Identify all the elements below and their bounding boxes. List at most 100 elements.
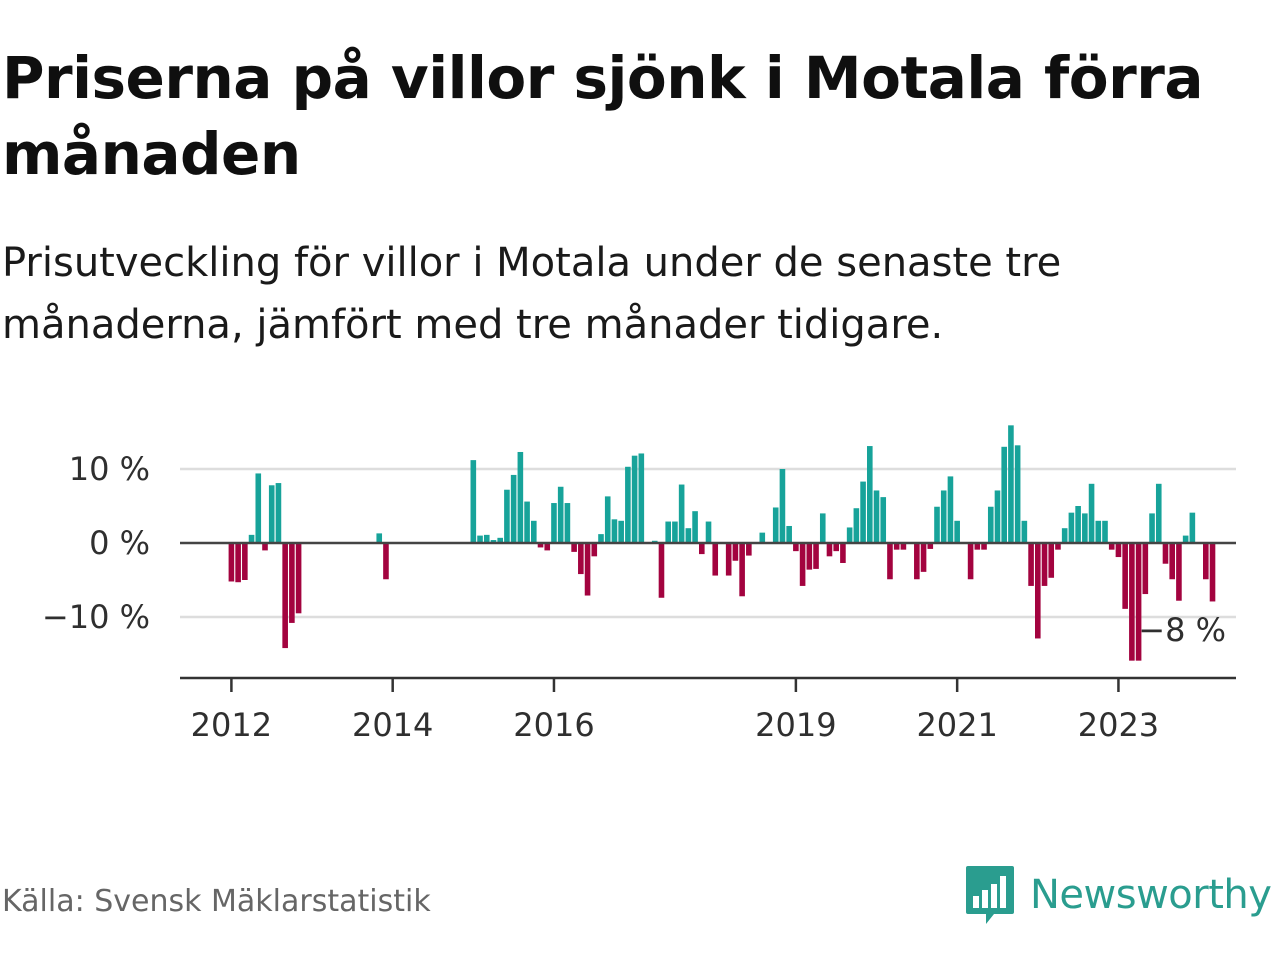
bar [833,543,839,552]
bar [551,503,557,543]
bar [786,525,792,543]
bar [947,476,954,543]
bar [1162,543,1169,564]
bar [591,543,598,557]
bar [604,496,611,543]
bar [1176,543,1182,601]
bar [631,455,638,543]
bar [692,511,698,543]
bar [1061,528,1068,543]
bar [1095,520,1102,543]
bar [1182,535,1189,543]
bar [1068,512,1075,543]
bar [477,535,483,543]
bar [510,474,517,543]
bar [524,501,530,543]
bar [1129,543,1135,661]
bar [1155,483,1162,543]
bar [1055,543,1061,550]
last-value-label: −8 % [1138,611,1226,649]
bar [564,503,571,543]
bar [793,543,799,552]
bar [920,543,927,572]
bar [571,543,577,552]
bar [578,543,584,575]
bar [242,543,248,580]
bar [746,543,752,556]
bar [483,534,490,543]
bar [974,543,981,550]
bar [940,490,947,543]
bar [819,513,826,543]
bar [873,490,880,543]
x-tick-label: 2012 [191,706,272,744]
bar [1135,543,1142,661]
bar [826,543,833,557]
bar [275,483,282,543]
bar [248,534,255,543]
bar [1014,445,1021,543]
bar [584,543,591,596]
bar [934,506,940,543]
bar [900,543,907,550]
grid-lines [180,467,1236,619]
bars [228,425,1216,661]
bar [537,543,544,548]
bar [725,543,732,576]
bar [497,537,503,543]
bar [658,543,665,598]
chart-title: Priserna på villor sjönk i Motala förra … [2,44,1203,188]
bar [295,543,302,614]
bar [779,469,786,543]
bar [531,520,537,543]
bar [987,506,994,543]
bar [880,497,887,543]
bar [289,543,295,623]
bar [1108,543,1115,550]
bar [1209,543,1216,602]
bar [699,543,705,555]
bar [517,451,524,543]
bar [544,543,551,551]
chart-subtitle: Prisutveckling för villor i Motala under… [2,240,1062,348]
x-tick-label: 2019 [755,706,836,744]
bar [1149,513,1155,543]
bar [235,543,241,583]
bar [813,543,819,569]
bar [255,473,262,543]
bar [1203,543,1209,580]
bar [611,519,618,543]
bar [799,543,806,586]
bar [638,453,645,543]
bar [665,521,671,543]
bar [268,485,275,543]
bar [1035,543,1041,639]
bar [853,508,860,543]
brand-name: Newsworthy [1030,872,1272,918]
bar [228,543,235,582]
bar [1102,520,1108,543]
bar [1189,512,1196,543]
y-tick-label: 10 % [69,450,150,488]
x-tick-label: 2014 [352,706,433,744]
x-tick-label: 2023 [1078,706,1159,744]
bar [1021,520,1028,543]
bar [981,543,987,550]
bar [1169,543,1175,580]
bar [625,466,631,543]
bar [732,543,739,561]
bar [860,481,866,543]
bar [672,521,678,543]
bar [759,532,766,543]
bar [557,486,564,543]
bar [262,543,268,551]
bar [806,543,813,570]
bar [887,543,893,580]
bar [1075,506,1081,543]
axes [180,541,1236,692]
bar [1082,513,1088,543]
bar [739,543,745,597]
bar [376,533,383,543]
bar [967,543,974,580]
